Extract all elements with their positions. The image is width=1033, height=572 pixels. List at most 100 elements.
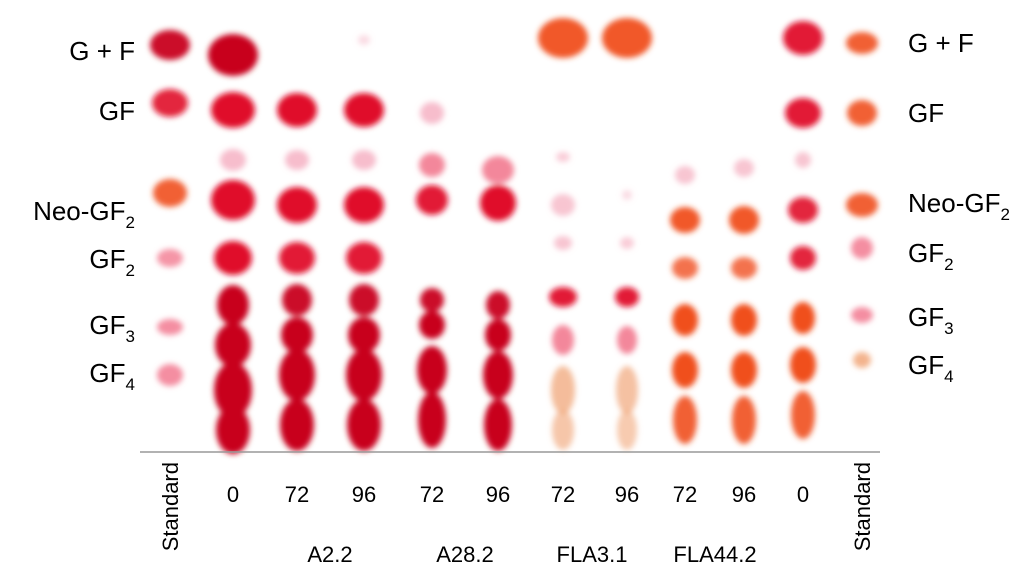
lane-label: 96 bbox=[732, 482, 756, 507]
spot bbox=[672, 257, 698, 279]
spot bbox=[790, 347, 816, 383]
label-text: GF bbox=[908, 98, 944, 128]
spot bbox=[480, 185, 516, 221]
spot bbox=[795, 152, 811, 168]
label-subscript: 4 bbox=[126, 375, 135, 394]
spot bbox=[675, 166, 695, 184]
compound-label: GF bbox=[908, 98, 944, 128]
spot bbox=[420, 288, 444, 312]
spot bbox=[791, 391, 815, 439]
compound-label: GF2 bbox=[908, 238, 954, 274]
spot bbox=[672, 304, 698, 336]
label-text: GF bbox=[89, 244, 125, 274]
lane-label: 96 bbox=[486, 482, 510, 507]
spot bbox=[211, 92, 255, 128]
label-subscript: 2 bbox=[126, 261, 135, 280]
spot bbox=[419, 311, 445, 339]
group-label: FLA3.1 bbox=[557, 542, 628, 567]
spot bbox=[157, 364, 183, 386]
label-text: Neo-GF bbox=[33, 196, 125, 226]
lane-label: 0 bbox=[227, 482, 239, 507]
spot bbox=[554, 236, 572, 250]
label-text: GF bbox=[908, 238, 944, 268]
spot bbox=[282, 284, 312, 316]
spot bbox=[152, 89, 188, 117]
spot bbox=[214, 241, 252, 275]
spot bbox=[551, 366, 575, 414]
compound-label: GF3 bbox=[908, 302, 954, 338]
spot bbox=[785, 98, 821, 128]
spot bbox=[846, 193, 878, 217]
spot bbox=[419, 153, 445, 177]
spot bbox=[417, 346, 447, 394]
group-label: FLA44.2 bbox=[673, 542, 756, 567]
lane-label: 96 bbox=[615, 482, 639, 507]
label-subscript: 4 bbox=[944, 367, 953, 386]
lane-label: 72 bbox=[673, 482, 697, 507]
spot bbox=[731, 257, 757, 279]
lane-label: 72 bbox=[285, 482, 309, 507]
spot bbox=[280, 399, 314, 451]
spot bbox=[217, 285, 249, 325]
compound-label: G + F bbox=[908, 28, 974, 58]
spot bbox=[670, 207, 700, 233]
spot bbox=[279, 349, 315, 401]
spot bbox=[486, 291, 510, 319]
compound-label: Neo-GF2 bbox=[33, 196, 135, 232]
spot bbox=[216, 406, 250, 454]
spot bbox=[211, 180, 255, 220]
label-text: GF bbox=[908, 302, 944, 332]
compound-label: Neo-GF2 bbox=[908, 188, 1010, 224]
spot bbox=[214, 362, 252, 418]
spot bbox=[285, 150, 309, 170]
compound-label: G + F bbox=[69, 36, 135, 66]
spot bbox=[208, 34, 258, 76]
spot bbox=[851, 307, 873, 323]
spot bbox=[617, 326, 637, 354]
label-subscript: 3 bbox=[126, 327, 135, 346]
label-text: Neo-GF bbox=[908, 188, 1000, 218]
label-text: GF bbox=[908, 350, 944, 380]
label-text: G + F bbox=[908, 28, 974, 58]
lane-label: 72 bbox=[551, 482, 575, 507]
spot bbox=[729, 206, 759, 234]
spot bbox=[349, 284, 379, 316]
spot bbox=[551, 194, 575, 216]
lane-label: Standard bbox=[850, 462, 875, 551]
spot bbox=[602, 18, 652, 58]
spot bbox=[552, 325, 574, 355]
label-subscript: 2 bbox=[126, 213, 135, 232]
spot bbox=[847, 100, 877, 126]
lane-label: Standard bbox=[158, 462, 183, 551]
spot bbox=[215, 323, 251, 367]
spot bbox=[485, 319, 511, 351]
spot bbox=[277, 187, 317, 223]
label-text: G + F bbox=[69, 36, 135, 66]
lane-label: 72 bbox=[420, 482, 444, 507]
label-subscript: 2 bbox=[944, 255, 953, 274]
spot bbox=[157, 319, 183, 335]
spot bbox=[538, 18, 588, 58]
spot bbox=[153, 179, 187, 207]
spot bbox=[344, 93, 384, 127]
spot bbox=[673, 396, 697, 444]
group-label: A28.2 bbox=[436, 542, 494, 567]
spot bbox=[672, 352, 698, 388]
spot bbox=[731, 352, 757, 388]
compound-label: GF3 bbox=[89, 310, 135, 346]
spot bbox=[790, 246, 816, 270]
spot bbox=[616, 366, 638, 414]
compound-label: GF4 bbox=[89, 358, 135, 394]
spot bbox=[482, 156, 514, 184]
label-text: GF bbox=[89, 358, 125, 388]
lane-label: 96 bbox=[352, 482, 376, 507]
label-subscript: 2 bbox=[1000, 205, 1009, 224]
spot bbox=[620, 237, 634, 249]
spot bbox=[346, 349, 382, 401]
spot bbox=[416, 185, 448, 215]
spot bbox=[347, 399, 381, 451]
label-text: GF bbox=[99, 96, 135, 126]
spot bbox=[552, 410, 574, 450]
spot bbox=[348, 317, 380, 353]
